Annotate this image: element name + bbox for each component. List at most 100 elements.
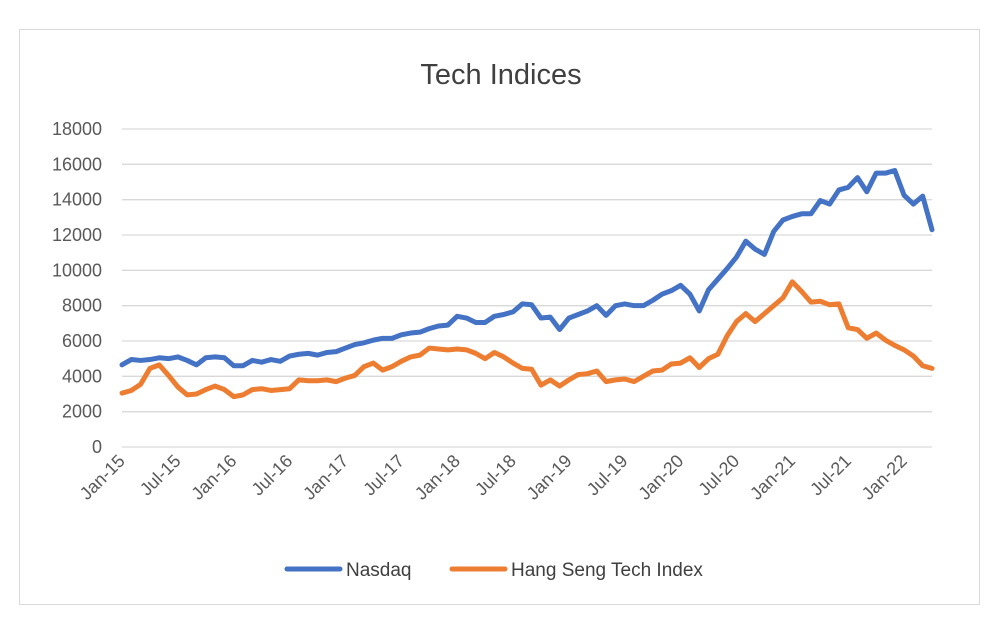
data-point	[745, 313, 747, 315]
data-point	[558, 328, 561, 331]
data-point	[270, 389, 272, 392]
data-point	[140, 383, 142, 385]
data-point	[130, 358, 132, 361]
data-point	[242, 365, 244, 367]
data-point	[763, 253, 766, 256]
data-point	[903, 349, 905, 351]
chart-title: Tech Indices	[420, 59, 581, 91]
data-point	[447, 324, 449, 326]
data-point	[288, 388, 291, 390]
x-tick-label: Jul-19	[583, 451, 632, 500]
data-point	[922, 365, 924, 367]
y-tick-label: 14000	[52, 190, 102, 210]
legend-label: Hang Seng Tech Index	[511, 560, 703, 581]
data-point	[633, 305, 635, 307]
x-tick-label: Jul-17	[359, 451, 408, 500]
data-point	[903, 194, 905, 196]
data-point	[512, 311, 514, 313]
data-point	[419, 331, 421, 333]
data-point	[149, 358, 151, 361]
data-point	[410, 356, 412, 358]
data-point	[791, 281, 793, 283]
data-point	[503, 356, 505, 358]
data-point	[326, 379, 328, 381]
data-point	[195, 393, 198, 395]
data-point	[223, 388, 226, 391]
data-point	[158, 357, 160, 359]
data-point	[838, 303, 840, 305]
data-point	[773, 230, 775, 233]
data-point	[707, 358, 710, 360]
data-point	[158, 364, 160, 366]
data-point	[810, 213, 812, 215]
data-point	[847, 327, 849, 329]
data-point	[754, 248, 756, 250]
data-point	[735, 256, 738, 258]
data-point	[428, 328, 430, 330]
data-point	[149, 367, 151, 369]
data-point	[652, 299, 654, 301]
data-point	[819, 199, 821, 202]
data-point	[661, 293, 663, 295]
data-point	[531, 304, 533, 306]
data-point	[726, 335, 728, 337]
y-tick-label: 8000	[62, 296, 102, 316]
data-point	[363, 342, 365, 344]
data-point	[931, 367, 933, 369]
data-point	[801, 290, 803, 293]
gridlines	[122, 128, 932, 448]
data-point	[745, 240, 747, 242]
data-point	[177, 386, 179, 388]
data-point	[475, 352, 477, 354]
data-point	[596, 370, 598, 372]
y-tick-label: 10000	[52, 260, 102, 280]
data-point	[847, 186, 849, 188]
y-tick-label: 18000	[52, 119, 102, 139]
data-point	[372, 339, 374, 341]
data-point	[251, 359, 253, 362]
data-point	[214, 356, 216, 358]
data-point	[912, 355, 914, 357]
data-point	[642, 375, 644, 377]
data-point	[782, 219, 784, 221]
data-point	[577, 373, 579, 376]
data-point	[773, 305, 775, 307]
x-tick-label: Jan-21	[746, 451, 799, 504]
data-point	[819, 300, 821, 302]
data-point	[838, 189, 840, 191]
data-point	[121, 364, 123, 366]
data-point	[558, 385, 561, 387]
data-point	[782, 297, 784, 299]
y-tick-label: 12000	[52, 225, 102, 245]
series-2	[119, 279, 935, 400]
data-point	[549, 379, 551, 381]
data-point	[801, 213, 803, 215]
data-point	[456, 348, 458, 350]
data-point	[233, 365, 235, 367]
data-point	[382, 337, 384, 339]
data-point	[167, 374, 170, 377]
data-point	[912, 203, 914, 205]
data-point	[186, 394, 188, 396]
x-tick-label: Jul-18	[471, 451, 520, 500]
data-point	[391, 366, 393, 368]
data-point	[531, 368, 533, 370]
data-point	[419, 354, 421, 356]
data-point	[754, 320, 756, 323]
data-point	[167, 358, 170, 360]
data-point	[689, 357, 691, 359]
data-point	[791, 215, 793, 218]
x-tick-label: Jan-15	[76, 451, 129, 504]
series-line	[119, 279, 935, 400]
data-point	[400, 334, 402, 336]
data-point	[726, 267, 728, 270]
data-point	[614, 379, 617, 381]
data-point	[884, 172, 887, 174]
data-point	[652, 370, 654, 372]
data-point	[642, 305, 644, 307]
data-point	[363, 366, 365, 368]
data-point	[465, 317, 468, 319]
data-point	[307, 352, 309, 354]
data-point	[549, 316, 551, 318]
data-point	[521, 303, 523, 305]
